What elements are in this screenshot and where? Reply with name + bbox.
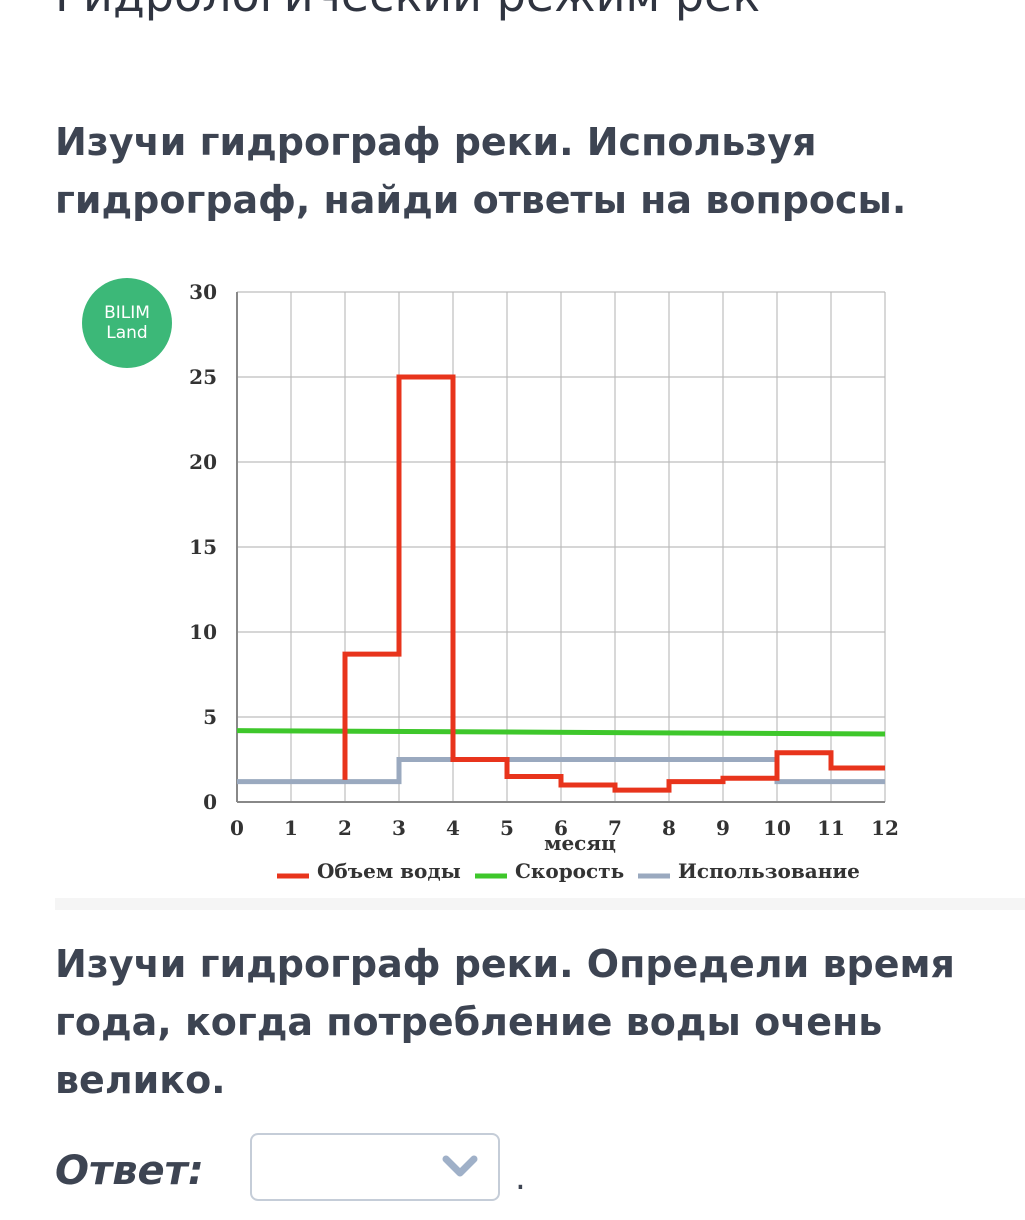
question-text: Изучи гидрограф реки. Определи время год… (55, 942, 955, 1102)
answer-suffix: . (515, 1158, 526, 1198)
chart-grid (236, 291, 886, 803)
chart-series (236, 374, 886, 793)
series-line (237, 757, 885, 785)
logo-line-1: BILIM (104, 303, 150, 323)
task-intro-text: Изучи гидрограф реки. Используя гидрогра… (55, 120, 907, 222)
x-tick-label: 8 (662, 816, 676, 840)
x-tick-label: 7 (608, 816, 622, 840)
y-tick-label: 20 (189, 450, 217, 474)
section-divider (55, 898, 1025, 910)
x-tick-label: 10 (763, 816, 791, 840)
bilimland-logo: BILIM Land (82, 278, 172, 368)
y-tick-label: 0 (203, 790, 217, 814)
x-axis-label: месяц (544, 831, 616, 855)
x-tick-label: 11 (817, 816, 845, 840)
legend-label: Использование (678, 859, 860, 883)
x-tick-label: 4 (446, 816, 460, 840)
x-tick-label: 3 (392, 816, 406, 840)
y-tick-label: 5 (203, 705, 217, 729)
x-tick-label: 2 (338, 816, 352, 840)
y-tick-label: 25 (189, 365, 217, 389)
chevron-down-icon (442, 1155, 478, 1177)
legend-label: Объем воды (317, 859, 461, 883)
page-heading: Гидрологический режим рек (55, 0, 760, 22)
answer-dropdown[interactable] (250, 1133, 500, 1201)
answer-label: Ответ: (55, 1148, 204, 1194)
x-tick-label: 6 (554, 816, 568, 840)
series-line (236, 728, 886, 737)
x-tick-label: 9 (716, 816, 730, 840)
series-line (342, 374, 885, 793)
logo-line-2: Land (106, 323, 148, 343)
x-tick-label: 1 (284, 816, 298, 840)
x-tick-label: 0 (230, 816, 244, 840)
chart-legend: Объем воды Скорость Использование (277, 859, 860, 883)
y-tick-label: 10 (189, 620, 217, 644)
legend-label: Скорость (515, 859, 624, 883)
y-tick-label: 15 (189, 535, 217, 559)
x-tick-label: 5 (500, 816, 514, 840)
y-tick-label: 30 (189, 280, 217, 304)
x-tick-label: 12 (871, 816, 899, 840)
